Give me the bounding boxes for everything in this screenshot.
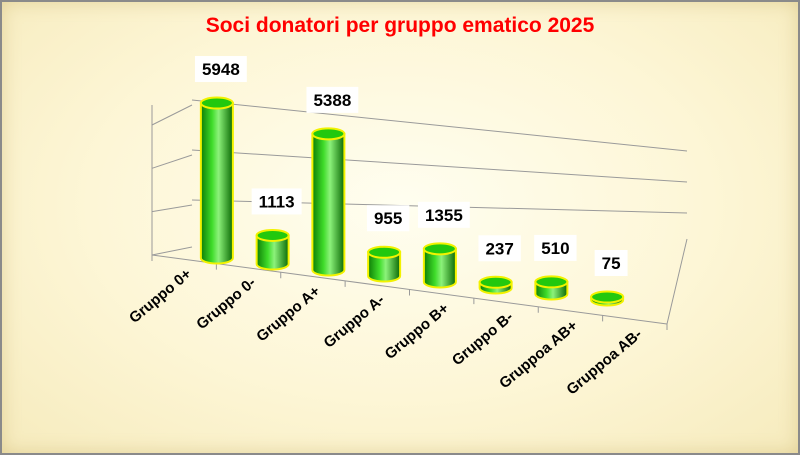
data-label: 1355 [425, 206, 463, 225]
data-label: 1113 [259, 192, 295, 211]
x-tick-label: Gruppo B+ [382, 300, 453, 363]
bar-body [422, 247, 457, 289]
data-label: 510 [541, 239, 569, 258]
data-label-box [366, 205, 410, 232]
data-label: 75 [602, 254, 621, 273]
data-label-box [251, 188, 302, 215]
bar [590, 290, 625, 307]
x-tick-label: Gruppo 0- [193, 274, 259, 333]
x-tick-label: Gruppo B- [449, 308, 517, 369]
gridline-side [151, 104, 193, 126]
data-label-box [534, 234, 577, 261]
bar-top [367, 245, 402, 259]
floor-right-edge [666, 238, 688, 325]
bar-top [534, 275, 569, 289]
bar-body [255, 234, 290, 271]
x-tick-label: Gruppo A- [321, 291, 388, 351]
bar [311, 127, 346, 277]
data-label-box [478, 235, 521, 262]
x-tick-label: Gruppoa AB- [563, 326, 645, 399]
data-label: 955 [374, 209, 402, 228]
chart-title: Soci donatori per gruppo ematico 2025 [205, 14, 595, 37]
bar-top [422, 242, 457, 256]
gridline [191, 149, 688, 183]
gridline [191, 99, 688, 152]
x-tick-label: Gruppo 0+ [126, 265, 195, 327]
bar-top [478, 275, 513, 289]
bar [422, 242, 457, 289]
data-label-box [417, 201, 470, 228]
data-label: 237 [485, 239, 513, 258]
bar-top [590, 290, 625, 304]
data-label-box [194, 56, 247, 83]
bar [478, 275, 513, 295]
data-label: 5948 [202, 60, 240, 79]
data-label: 5388 [313, 91, 351, 110]
bar-body [199, 102, 234, 265]
data-label-box [306, 86, 359, 113]
bar-top [311, 127, 346, 141]
data-label-box [594, 250, 628, 276]
gridline-side [151, 204, 193, 213]
bar [534, 275, 569, 301]
bar-body [367, 251, 402, 283]
bar-body [311, 132, 346, 277]
floor-left-edge [151, 246, 193, 256]
bar-top [199, 96, 234, 110]
x-tick-label: Gruppo A+ [253, 282, 323, 345]
bar [367, 245, 402, 283]
bar-top [255, 228, 290, 242]
gridline-side [151, 154, 193, 169]
bar [255, 228, 290, 271]
bar [199, 96, 234, 265]
